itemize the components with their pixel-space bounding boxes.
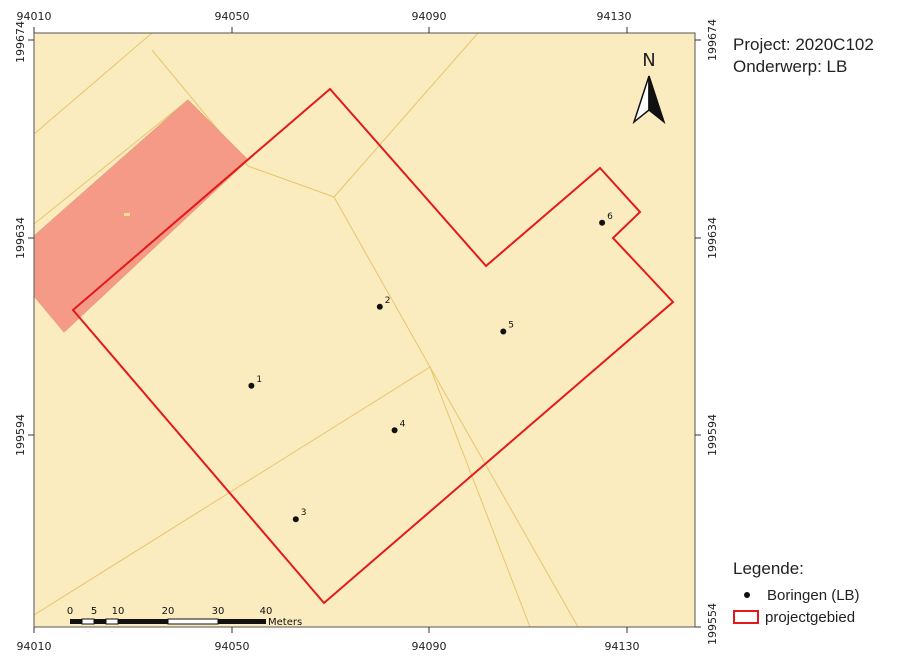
- parcel-line: [34, 366, 431, 616]
- parcel-line: [333, 33, 479, 198]
- title-block: Project: 2020C102 Onderwerp: LB: [733, 34, 874, 78]
- parcel-line: [333, 196, 431, 368]
- x-tick-top: 94010: [17, 10, 52, 23]
- scale-segment: [70, 619, 82, 624]
- borehole-point[interactable]: [500, 328, 507, 335]
- scale-label: 10: [112, 606, 125, 617]
- parcel-line: [34, 33, 153, 135]
- scale-label: 30: [212, 606, 225, 617]
- y-tick-right: 199674: [706, 19, 719, 61]
- borehole-label: 5: [508, 321, 514, 331]
- scale-label: 40: [260, 606, 273, 617]
- building-marker: [124, 213, 130, 216]
- x-tick-top: 94090: [412, 10, 447, 23]
- parcel-boundaries: [34, 33, 579, 627]
- scale-segment: [81, 618, 95, 625]
- parcel-line: [429, 366, 531, 627]
- scale-label: 5: [91, 606, 97, 617]
- borehole-point[interactable]: [391, 427, 398, 434]
- legend-label: projectgebied: [765, 608, 856, 626]
- borehole-point[interactable]: [599, 219, 606, 226]
- scale-label: 0: [67, 606, 73, 617]
- scale-label: 20: [162, 606, 175, 617]
- parcel-line: [34, 99, 189, 225]
- scale-segment: [105, 618, 119, 625]
- projectgebied-outline: [71, 87, 675, 605]
- x-tick-top: 94130: [597, 10, 632, 23]
- y-tick-right: 199554: [706, 603, 719, 645]
- borehole-label: 1: [256, 375, 262, 385]
- legend-item-projectgebied: projectgebied: [733, 606, 860, 628]
- scale-segment: [118, 619, 168, 624]
- parcel-line: [429, 366, 579, 627]
- scale-unit: Meters: [268, 617, 302, 628]
- y-tick-right: 199634: [706, 217, 719, 259]
- legend-label: Boringen (LB): [767, 586, 860, 604]
- legend: Legende: Boringen (LB) projectgebied: [733, 558, 860, 628]
- borehole-point[interactable]: [376, 303, 383, 310]
- project-label: Project: 2020C102: [733, 35, 874, 54]
- borehole-label: 4: [400, 419, 406, 429]
- x-tick-top: 94050: [215, 10, 250, 23]
- map-neatline: [33, 32, 696, 628]
- legend-title: Legende:: [733, 559, 804, 578]
- point-symbol-icon: [733, 586, 761, 604]
- borehole-label: 2: [385, 296, 391, 306]
- scale-bar: 0 5 10 20 30 40 Meters: [67, 606, 302, 628]
- borehole-point[interactable]: [248, 382, 255, 389]
- scale-segment: [94, 619, 106, 624]
- parcel-line: [247, 165, 335, 198]
- building-parcel: [34, 99, 249, 333]
- borehole-layer: 1 2 3 4 5 6: [248, 212, 613, 523]
- borehole-point[interactable]: [292, 516, 299, 523]
- y-tick-left: 199594: [14, 414, 27, 456]
- north-arrow-label: N: [642, 50, 655, 71]
- scale-segment: [167, 618, 219, 625]
- subject-label: Onderwerp: LB: [733, 57, 848, 76]
- scale-segment: [218, 619, 266, 624]
- x-tick-bottom: 94130: [605, 640, 640, 653]
- y-tick-left: 199634: [14, 217, 27, 259]
- x-tick-bottom: 94050: [215, 640, 250, 653]
- north-arrow-icon: N: [632, 50, 666, 125]
- legend-item-boringen: Boringen (LB): [733, 584, 860, 606]
- x-tick-bottom: 94090: [412, 640, 447, 653]
- y-tick-left: 199674: [14, 21, 27, 63]
- borehole-label: 3: [301, 508, 307, 518]
- borehole-label: 6: [607, 212, 613, 222]
- x-tick-bottom: 94010: [17, 640, 52, 653]
- map-background: [34, 33, 695, 627]
- tick-marks: [28, 27, 701, 633]
- y-tick-right: 199594: [706, 414, 719, 456]
- polygon-outline-icon: [733, 610, 759, 624]
